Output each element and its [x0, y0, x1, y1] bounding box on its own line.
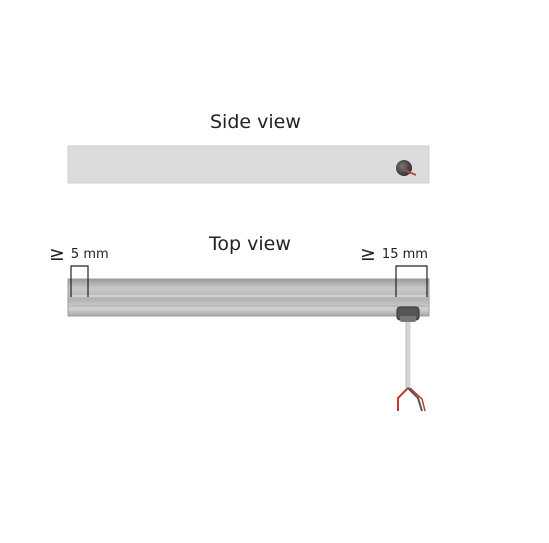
- top-view-bar: [67, 278, 430, 317]
- left-clearance-value: 5 mm: [70, 247, 109, 262]
- right-clearance-symbol: ≥: [360, 243, 376, 265]
- top-view-profile: [67, 265, 430, 412]
- side-view-end-cap: [396, 160, 412, 176]
- right-clearance-value: 15 mm: [381, 247, 428, 262]
- right-clearance-label: ≥15 mm: [360, 243, 428, 265]
- top-view-title: Top view: [209, 233, 291, 255]
- wire-dark: [407, 387, 423, 412]
- wire-red: [397, 387, 409, 411]
- cable-gland-nut: [400, 316, 416, 322]
- side-view-cable-stub: [403, 169, 417, 176]
- side-view-profile: [67, 145, 430, 184]
- left-clearance-label: ≥5 mm: [49, 243, 109, 265]
- right-clearance-bracket: [395, 265, 428, 297]
- side-view-title: Side view: [210, 111, 301, 133]
- left-clearance-symbol: ≥: [49, 243, 65, 265]
- wire-red-2: [409, 387, 426, 412]
- left-clearance-bracket: [70, 265, 89, 297]
- side-view-bar: [67, 145, 430, 184]
